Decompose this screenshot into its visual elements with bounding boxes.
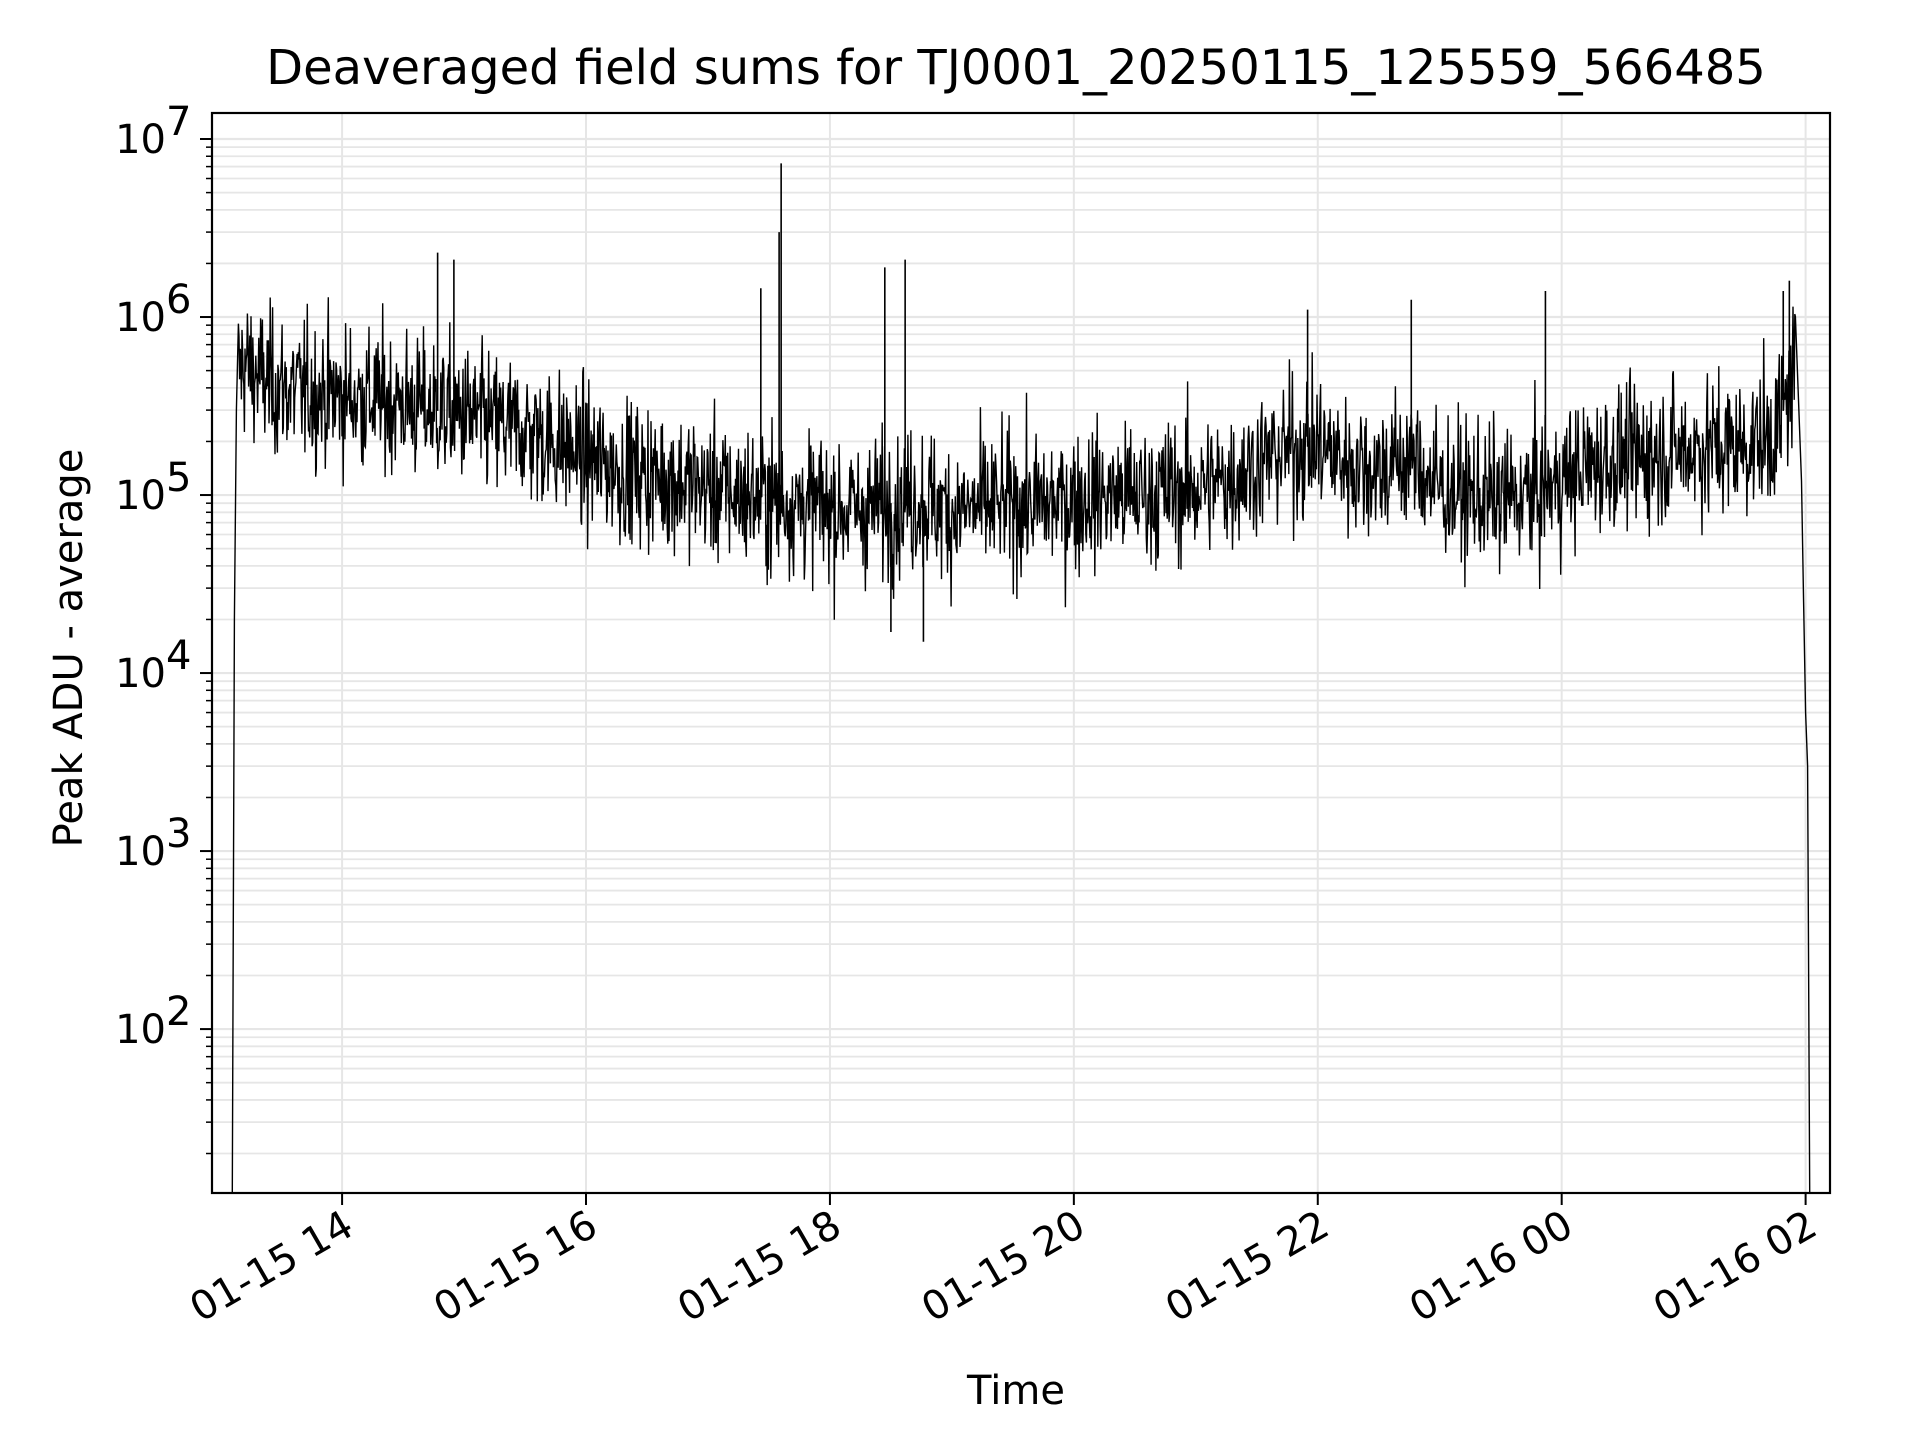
y-tick-label: 10 (115, 117, 166, 163)
y-tick-label: 10 (115, 651, 166, 697)
y-tick-exponent: 3 (166, 811, 191, 857)
data-series (231, 163, 1811, 1194)
y-tick-label: 10 (115, 829, 166, 875)
y-tick-exponent: 7 (166, 99, 191, 145)
y-tick-exponent: 5 (166, 455, 191, 501)
y-tick-label: 10 (115, 1007, 166, 1053)
series-line (231, 297, 1811, 1194)
plot-frame (210, 111, 1832, 1195)
y-axis-label: Peak ADU - average (46, 449, 92, 848)
x-axis-label: Time (966, 1368, 1065, 1414)
y-tick-label: 10 (115, 473, 166, 519)
y-tick-label: 10 (115, 295, 166, 341)
y-tick-exponent: 6 (166, 277, 191, 323)
y-tick-exponent: 2 (166, 989, 191, 1035)
y-tick-exponent: 4 (166, 633, 191, 679)
chart-title: Deaveraged field sums for TJ0001_2025011… (266, 40, 1766, 96)
grid (212, 113, 1830, 1193)
